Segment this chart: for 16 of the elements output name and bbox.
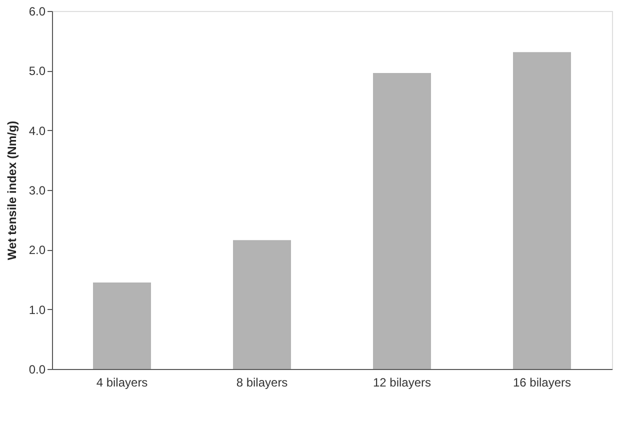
- y-tick-label: 6.0: [28, 4, 46, 18]
- bar: [233, 240, 291, 369]
- y-tick-label: 5.0: [28, 64, 46, 78]
- x-tick-label: 8 bilayers: [236, 376, 288, 390]
- y-tick-label: 1.0: [28, 302, 46, 317]
- x-tick-label: 12 bilayers: [372, 376, 432, 390]
- bar: [373, 73, 431, 369]
- x-tick-label: 4 bilayers: [96, 376, 148, 390]
- y-tick-label: 3.0: [28, 184, 46, 198]
- bar: [513, 52, 571, 369]
- x-tick-label: 16 bilayers: [512, 376, 572, 390]
- bar: [93, 282, 151, 369]
- y-axis-title: Wet tensile index (Nm/g): [4, 120, 19, 260]
- y-tick-label: 4.0: [28, 124, 46, 138]
- y-tick-label: 2.0: [28, 243, 46, 258]
- y-tick-label: 0.0: [28, 362, 46, 376]
